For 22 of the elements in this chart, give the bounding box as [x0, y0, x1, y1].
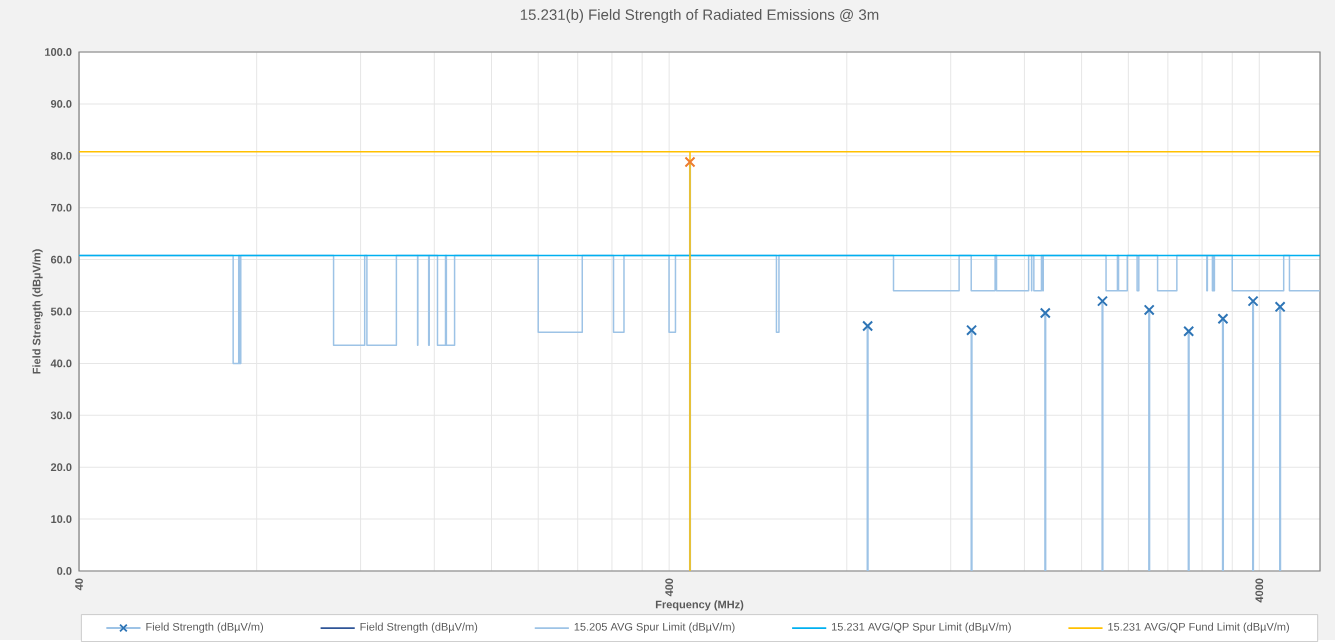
- y-tick-label: 100.0: [45, 48, 72, 56]
- legend-label: Field Strength (dBµV/m): [360, 622, 478, 633]
- y-tick-label: 70.0: [51, 203, 72, 212]
- legend-label: 15.205 AVG Spur Limit (dBµV/m): [574, 622, 735, 633]
- chart-title: 15.231(b) Field Strength of Radiated Emissions @ 3m: [520, 8, 879, 23]
- y-tick-label: 90.0: [50, 100, 72, 108]
- y-tick-label: 50.0: [50, 307, 72, 316]
- legend-label: 15.231 AVG/QP Spur Limit (dBµV/m): [832, 622, 1011, 633]
- y-tick-label: 80.0: [50, 151, 72, 160]
- x-tick-label: 4000: [1255, 578, 1264, 603]
- x-axis-title: Frequency (MHz): [655, 600, 744, 611]
- x-tick-label: 40: [75, 578, 83, 591]
- y-tick-label: 30.0: [50, 411, 72, 420]
- legend-label: Field Strength (dBµV/m): [146, 622, 263, 633]
- y-tick-label: 60.0: [50, 255, 72, 264]
- y-tick-label: 20.0: [50, 463, 72, 472]
- x-tick-label: 400: [665, 578, 674, 597]
- y-axis-title: Field Strength (dBµV/m): [32, 249, 43, 374]
- legend-label: 15.231 AVG/QP Fund Limit (dBµV/m): [1108, 622, 1289, 633]
- y-tick-label: 0.0: [57, 567, 72, 575]
- y-tick-label: 10.0: [51, 515, 72, 523]
- y-tick-label: 40.0: [50, 359, 72, 368]
